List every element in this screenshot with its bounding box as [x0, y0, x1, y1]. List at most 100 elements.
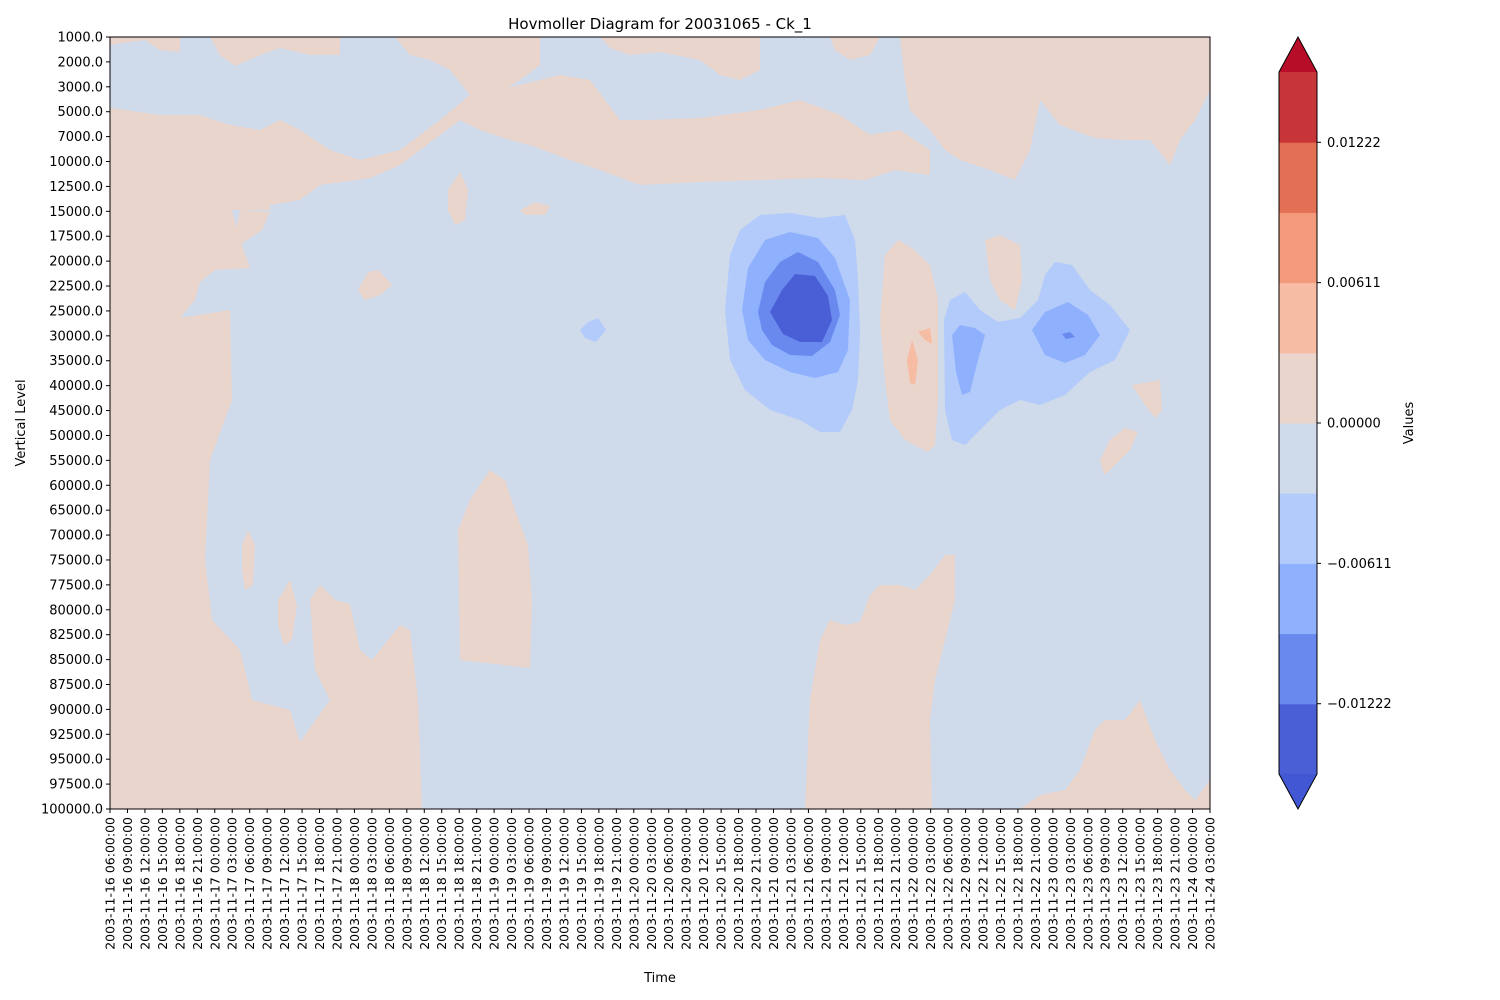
y-tick-label: 82500.0	[49, 628, 103, 643]
colorbar-tick-label: −0.01222	[1327, 697, 1392, 712]
y-tick-label: 55000.0	[49, 454, 103, 469]
y-tick-label: 77500.0	[49, 578, 103, 593]
colorbar-segment	[1279, 423, 1317, 494]
colorbar-label: Values	[1402, 402, 1417, 445]
y-tick-label: 92500.0	[49, 728, 103, 743]
y-tick-label: 40000.0	[49, 379, 103, 394]
positive-region-strong-1	[907, 340, 918, 385]
colorbar-segment	[1279, 563, 1317, 635]
x-tick-label: 2003-11-18 09:00:00	[399, 817, 414, 950]
positive-region-right-mid-2	[1132, 380, 1162, 418]
y-axis-label: Vertical Level	[14, 379, 29, 466]
x-tick-label: 2003-11-21 12:00:00	[836, 817, 851, 950]
x-tick-label: 2003-11-19 03:00:00	[504, 817, 519, 950]
x-tick-label: 2003-11-20 21:00:00	[749, 817, 764, 950]
x-tick-label: 2003-11-16 12:00:00	[137, 817, 152, 950]
colorbar-tick-label: −0.00611	[1327, 557, 1392, 572]
y-axis: 1000.0 2000.0 3000.0 5000.0 7000.0 10000.0 125…	[41, 31, 110, 818]
x-tick-label: 2003-11-18 21:00:00	[469, 817, 484, 950]
x-tick-label: 2003-11-20 15:00:00	[714, 817, 729, 950]
x-tick-label: 2003-11-22 12:00:00	[976, 817, 991, 950]
positive-region-top-right	[900, 37, 1210, 180]
x-tick-label: 2003-11-18 06:00:00	[382, 817, 397, 950]
y-tick-label: 87500.0	[49, 678, 103, 693]
colorbar-segment	[1279, 352, 1317, 424]
x-tick-label: 2003-11-23 06:00:00	[1080, 817, 1095, 950]
colorbar-tick-label: 0.01222	[1327, 136, 1381, 151]
colorbar-segment	[1279, 703, 1317, 775]
x-tick-label: 2003-11-19 00:00:00	[487, 817, 502, 950]
y-tick-label: 95000.0	[49, 753, 103, 768]
x-tick-label: 2003-11-18 12:00:00	[417, 817, 432, 950]
x-tick-label: 2003-11-19 06:00:00	[522, 817, 537, 950]
x-tick-label: 2003-11-18 00:00:00	[347, 817, 362, 950]
positive-region-column-c	[985, 235, 1022, 310]
x-tick-label: 2003-11-22 18:00:00	[1010, 817, 1025, 950]
x-tick-label: 2003-11-21 21:00:00	[888, 817, 903, 950]
x-tick-label: 2003-11-21 03:00:00	[783, 817, 798, 950]
x-tick-label: 2003-11-23 21:00:00	[1168, 817, 1183, 950]
colorbar: 0.01222 0.00611 0.00000 −0.00611 −0.01222	[1278, 35, 1392, 811]
plot-frame	[109, 36, 1211, 810]
x-tick-label: 2003-11-16 09:00:00	[120, 817, 135, 950]
positive-region-small-c	[242, 530, 255, 590]
x-tick-label: 2003-11-17 09:00:00	[260, 817, 275, 950]
chart-title: Hovmoller Diagram for 20031065 - Ck_1	[508, 15, 812, 34]
positive-region-lower-center	[805, 555, 955, 809]
colorbar-extend-min	[1279, 774, 1317, 809]
colorbar-segment	[1279, 282, 1317, 354]
y-tick-label: 20000.0	[49, 255, 103, 270]
x-tick-label: 2003-11-22 15:00:00	[993, 817, 1008, 950]
x-tick-label: 2003-11-20 18:00:00	[731, 817, 746, 950]
positive-region-top-mid-3	[830, 37, 880, 60]
x-tick-label: 2003-11-17 12:00:00	[277, 817, 292, 950]
x-tick-label: 2003-11-20 09:00:00	[679, 817, 694, 950]
positive-region-small-d	[278, 580, 297, 645]
y-tick-label: 50000.0	[49, 429, 103, 444]
negative-region-8	[1062, 332, 1075, 339]
colorbar-extend-max	[1279, 37, 1317, 72]
positive-region-small-a	[448, 172, 468, 225]
y-tick-label: 35000.0	[49, 354, 103, 369]
y-tick-label: 1000.0	[58, 31, 104, 46]
x-tick-label: 2003-11-22 21:00:00	[1028, 817, 1043, 950]
negative-region-4	[770, 274, 832, 342]
positive-region-lower-left	[110, 170, 270, 318]
positive-region-top-left	[110, 37, 180, 52]
x-tick-label: 2003-11-19 09:00:00	[539, 817, 554, 950]
y-tick-label: 5000.0	[58, 105, 104, 120]
y-tick-label: 100000.0	[41, 803, 103, 818]
x-tick-label: 2003-11-21 15:00:00	[853, 817, 868, 950]
x-tick-label: 2003-11-16 06:00:00	[103, 817, 118, 950]
x-axis-label: Time	[643, 971, 676, 986]
y-tick-label: 70000.0	[49, 529, 103, 544]
x-tick-label: 2003-11-23 18:00:00	[1150, 817, 1165, 950]
colorbar-outline	[1278, 35, 1318, 811]
y-tick-label: 65000.0	[49, 504, 103, 519]
y-tick-label: 3000.0	[58, 80, 104, 95]
x-tick-label: 2003-11-21 06:00:00	[801, 817, 816, 950]
positive-region-strong-2	[918, 328, 932, 344]
x-tick-label: 2003-11-19 18:00:00	[591, 817, 606, 950]
x-tick-label: 2003-11-20 00:00:00	[626, 817, 641, 950]
negative-region-9	[580, 318, 606, 342]
y-tick-label: 90000.0	[49, 703, 103, 718]
positive-region-lower-right	[1020, 700, 1210, 809]
positive-region-top-mid-2	[600, 37, 760, 80]
x-tick-label: 2003-11-20 03:00:00	[644, 817, 659, 950]
positive-region-small-b	[358, 270, 392, 300]
negative-region-5	[944, 262, 1130, 445]
y-tick-label: 97500.0	[49, 778, 103, 793]
x-tick-label: 2003-11-22 06:00:00	[941, 817, 956, 950]
x-tick-label: 2003-11-19 15:00:00	[574, 817, 589, 950]
plot-area	[110, 37, 1210, 809]
x-tick-label: 2003-11-22 09:00:00	[958, 817, 973, 950]
y-tick-label: 22500.0	[49, 280, 103, 295]
x-tick-label: 2003-11-17 00:00:00	[207, 817, 222, 950]
x-tick-label: 2003-11-23 12:00:00	[1115, 817, 1130, 950]
x-tick-label: 2003-11-17 21:00:00	[329, 817, 344, 950]
colorbar-tick-label: 0.00611	[1327, 276, 1381, 291]
positive-region-column-a	[458, 470, 532, 668]
x-tick-label: 2003-11-23 09:00:00	[1098, 817, 1113, 950]
y-tick-label: 80000.0	[49, 603, 103, 618]
